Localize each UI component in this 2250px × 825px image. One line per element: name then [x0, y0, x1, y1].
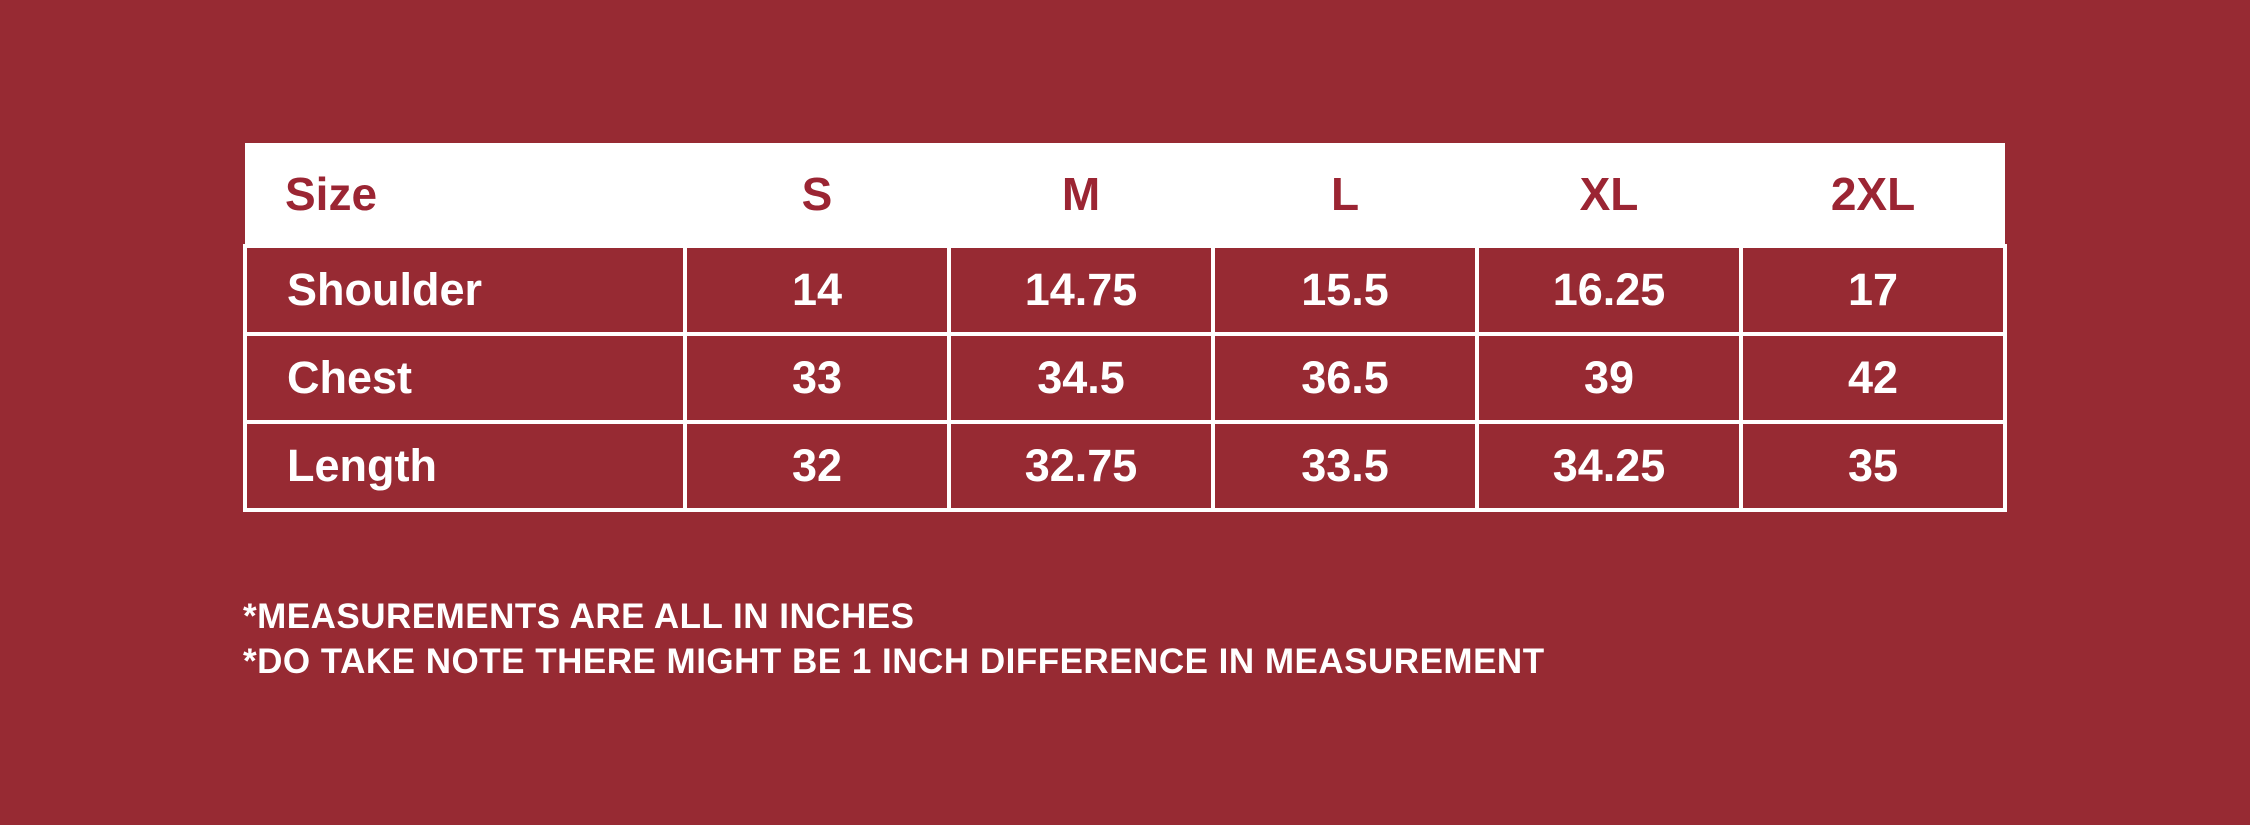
cell-shoulder-m: 14.75 [947, 244, 1215, 336]
table-row-shoulder: Shoulder 14 14.75 15.5 16.25 17 [243, 244, 2007, 336]
cell-length-l: 33.5 [1211, 420, 1479, 512]
cell-shoulder-s: 14 [683, 244, 951, 336]
cell-shoulder-l: 15.5 [1211, 244, 1479, 336]
cell-shoulder-xl: 16.25 [1475, 244, 1743, 336]
cell-chest-xl: 39 [1475, 332, 1743, 424]
cell-length-s: 32 [683, 420, 951, 512]
footnote-tolerance: *DO TAKE NOTE THERE MIGHT BE 1 INCH DIFF… [243, 642, 1545, 681]
cell-chest-l: 36.5 [1211, 332, 1479, 424]
row-label-length: Length [243, 420, 687, 512]
cell-length-2xl: 35 [1739, 420, 2007, 512]
header-row: Size S M L XL 2XL [245, 143, 2005, 246]
table-row-length: Length 32 32.75 33.5 34.25 35 [243, 420, 2007, 512]
header-cell-m: M [949, 143, 1213, 246]
cell-chest-s: 33 [683, 332, 951, 424]
size-chart-table: Size S M L XL 2XL Shoulder 14 14.75 15.5… [243, 143, 2007, 512]
header-cell-xl: XL [1477, 143, 1741, 246]
footnote-units: *MEASUREMENTS ARE ALL IN INCHES [243, 597, 915, 636]
table-row-chest: Chest 33 34.5 36.5 39 42 [243, 332, 2007, 424]
footnotes: *MEASUREMENTS ARE ALL IN INCHES *DO TAKE… [243, 594, 1545, 684]
row-label-chest: Chest [243, 332, 687, 424]
cell-chest-2xl: 42 [1739, 332, 2007, 424]
cell-shoulder-2xl: 17 [1739, 244, 2007, 336]
row-label-shoulder: Shoulder [243, 244, 687, 336]
header-cell-2xl: 2XL [1741, 143, 2005, 246]
header-cell-size: Size [245, 143, 685, 246]
cell-chest-m: 34.5 [947, 332, 1215, 424]
cell-length-xl: 34.25 [1475, 420, 1743, 512]
header-cell-l: L [1213, 143, 1477, 246]
header-cell-s: S [685, 143, 949, 246]
cell-length-m: 32.75 [947, 420, 1215, 512]
